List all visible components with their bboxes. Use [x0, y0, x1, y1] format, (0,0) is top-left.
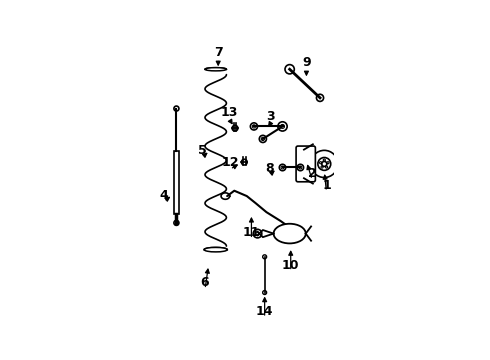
Text: 4: 4 [159, 189, 168, 202]
Text: 3: 3 [267, 110, 275, 123]
Text: 8: 8 [265, 162, 273, 175]
Text: 10: 10 [282, 258, 299, 271]
Text: 1: 1 [322, 179, 331, 192]
Ellipse shape [273, 224, 306, 243]
Text: 13: 13 [220, 105, 238, 119]
Text: 11: 11 [243, 226, 260, 239]
Text: 6: 6 [201, 276, 209, 289]
Text: 14: 14 [256, 305, 273, 318]
Text: 5: 5 [198, 144, 206, 157]
Text: 7: 7 [214, 46, 222, 59]
Text: 2: 2 [308, 167, 317, 180]
Ellipse shape [204, 247, 227, 252]
Text: 12: 12 [221, 156, 239, 169]
FancyBboxPatch shape [174, 151, 178, 214]
Ellipse shape [205, 68, 226, 71]
Text: 9: 9 [302, 56, 311, 69]
FancyBboxPatch shape [296, 146, 316, 182]
